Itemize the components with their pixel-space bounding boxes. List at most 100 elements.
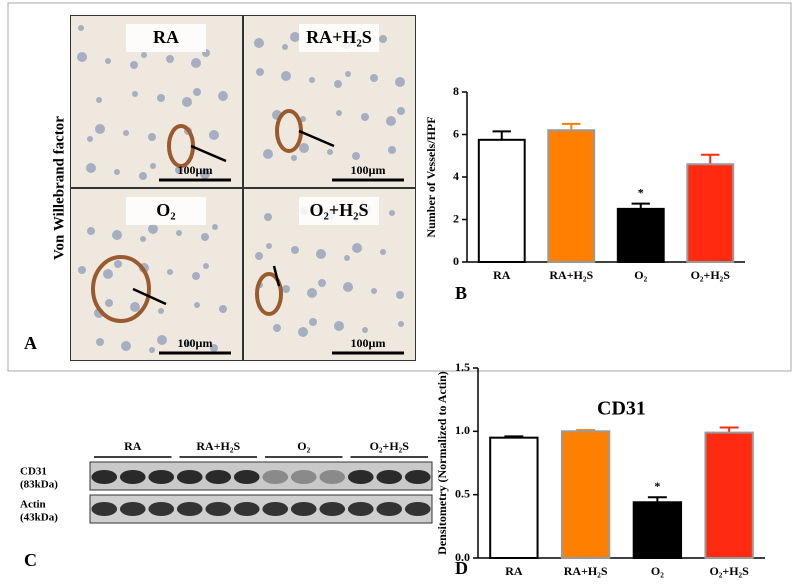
band — [404, 470, 431, 484]
nucleus — [157, 335, 167, 345]
group-label: RA+H₂S — [196, 439, 240, 453]
band — [119, 470, 146, 484]
tile-title: O₂+H₂S — [309, 200, 368, 220]
band — [319, 470, 346, 484]
nucleus — [139, 172, 147, 180]
nucleus — [185, 341, 191, 347]
nucleus — [343, 282, 353, 292]
band — [290, 502, 317, 516]
nucleus — [300, 116, 306, 122]
nucleus — [167, 269, 173, 275]
nucleus — [203, 263, 209, 269]
band — [205, 470, 232, 484]
y-tick-label: 0.0 — [455, 550, 470, 564]
nucleus — [176, 230, 182, 236]
y-tick-label: 0.5 — [455, 486, 470, 500]
nucleus — [166, 55, 174, 63]
nucleus — [396, 291, 404, 299]
bar — [616, 207, 665, 263]
nucleus — [299, 143, 309, 153]
band — [347, 502, 374, 516]
nucleus — [336, 110, 342, 116]
band — [205, 502, 232, 516]
nucleus — [96, 338, 104, 346]
arrow — [190, 144, 227, 163]
nucleus — [255, 252, 263, 260]
x-tick-label: O₂ — [634, 268, 647, 282]
nucleus — [309, 77, 315, 83]
panel-label: A — [24, 333, 37, 353]
nucleus — [352, 243, 362, 253]
nucleus — [345, 71, 351, 77]
group-label: O₂ — [297, 439, 310, 453]
nucleus — [290, 32, 300, 42]
panel-label: B — [455, 283, 467, 303]
nucleus — [193, 88, 201, 96]
y-tick-label: 6 — [453, 126, 459, 140]
band — [91, 470, 118, 484]
nucleus — [78, 266, 86, 274]
nucleus — [114, 169, 120, 175]
nucleus — [352, 152, 360, 160]
y-tick-label: 2 — [453, 211, 459, 225]
y-axis-label: Number of Vessels/HPF — [424, 116, 438, 237]
nucleus — [398, 321, 404, 327]
nucleus — [219, 305, 227, 313]
band — [119, 502, 146, 516]
nucleus — [87, 136, 93, 142]
nucleus — [389, 210, 395, 216]
nucleus — [282, 285, 290, 293]
side-label: Von Willebrand factor — [51, 116, 67, 260]
scale-label: 100µm — [178, 336, 213, 350]
band — [404, 502, 431, 516]
band — [319, 502, 346, 516]
scale-label: 100µm — [178, 163, 213, 177]
x-tick-label: RA+H₂S — [564, 564, 608, 578]
nucleus — [318, 279, 326, 287]
nucleus — [123, 130, 129, 136]
blot-strip — [89, 461, 433, 491]
band — [376, 502, 403, 516]
x-tick-label: O₂+H₂S — [709, 564, 749, 578]
nucleus — [114, 260, 122, 268]
nucleus — [334, 321, 344, 331]
bar — [560, 430, 611, 560]
nucleus — [194, 302, 200, 308]
row-label: CD31 — [20, 466, 47, 478]
nucleus — [209, 130, 219, 140]
nucleus — [132, 91, 138, 97]
y-tick-label: 1.5 — [455, 360, 470, 374]
nucleus — [380, 249, 386, 255]
nucleus — [78, 25, 84, 31]
nucleus — [212, 224, 218, 230]
row-label: (43kDa) — [20, 512, 58, 524]
row-label: Actin — [20, 499, 46, 511]
band — [148, 502, 175, 516]
nucleus — [386, 116, 396, 126]
y-tick-label: 1.0 — [455, 423, 470, 437]
title-box — [299, 24, 379, 52]
annotation: * — [654, 479, 660, 493]
nucleus — [254, 38, 264, 48]
nucleus — [103, 269, 113, 279]
nucleus — [273, 324, 281, 332]
title-box — [126, 197, 206, 225]
nucleus — [344, 255, 350, 261]
x-tick-label: RA — [493, 268, 511, 282]
frame — [7, 2, 792, 372]
nucleus — [291, 155, 297, 161]
nucleus — [256, 68, 264, 76]
blot-strip — [89, 494, 433, 524]
arrow — [272, 265, 281, 287]
bar — [489, 436, 539, 559]
band — [176, 502, 203, 516]
nucleus — [130, 302, 140, 312]
band — [262, 470, 289, 484]
nucleus — [291, 246, 299, 254]
panel-label: C — [24, 550, 37, 570]
nucleus — [148, 224, 158, 234]
vessel — [91, 255, 151, 323]
nucleus — [96, 97, 102, 103]
